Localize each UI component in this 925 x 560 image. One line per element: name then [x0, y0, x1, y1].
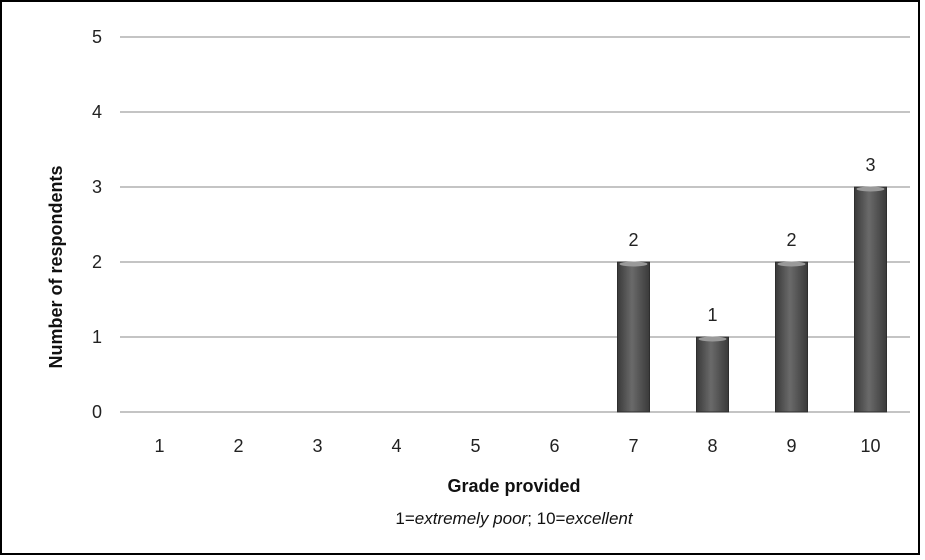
y-tick-label: 5: [92, 27, 102, 47]
data-label: 1: [707, 305, 717, 325]
x-axis-title: Grade provided: [447, 476, 580, 496]
x-tick-label: 5: [470, 436, 480, 456]
bar: [775, 261, 808, 413]
x-tick-label: 6: [549, 436, 559, 456]
bars: [617, 186, 887, 413]
x-axis-note: 1=extremely poor; 10=excellent: [395, 509, 633, 528]
data-label: 2: [786, 230, 796, 250]
bar-cap: [777, 261, 806, 267]
y-tick-label: 3: [92, 177, 102, 197]
bar-cap: [856, 186, 885, 192]
y-axis-title: Number of respondents: [46, 165, 66, 368]
data-label: 3: [865, 155, 875, 175]
y-axis-ticks: 0 1 2 3 4 5: [92, 27, 102, 422]
x-tick-label: 1: [154, 436, 164, 456]
y-tick-label: 1: [92, 327, 102, 347]
x-axis-ticks: 1 2 3 4 5 6 7 8 9 10: [154, 436, 880, 456]
bar-cap: [698, 336, 727, 342]
x-tick-label: 10: [860, 436, 880, 456]
y-tick-label: 0: [92, 402, 102, 422]
data-labels: 2 1 2 3: [628, 155, 875, 325]
x-tick-label: 8: [707, 436, 717, 456]
bar: [854, 186, 887, 413]
bar: [617, 261, 650, 413]
y-tick-label: 2: [92, 252, 102, 272]
x-note-part: ; 10=: [527, 509, 565, 528]
x-tick-label: 4: [391, 436, 401, 456]
x-note-italic-part: excellent: [566, 509, 634, 528]
x-note-part: 1=: [395, 509, 414, 528]
bar-cap: [619, 261, 648, 267]
data-label: 2: [628, 230, 638, 250]
bar: [696, 336, 729, 413]
y-tick-label: 4: [92, 102, 102, 122]
x-tick-label: 3: [312, 436, 322, 456]
x-tick-label: 7: [628, 436, 638, 456]
x-tick-label: 2: [233, 436, 243, 456]
x-tick-label: 9: [786, 436, 796, 456]
x-note-italic-part: extremely poor: [415, 509, 529, 528]
